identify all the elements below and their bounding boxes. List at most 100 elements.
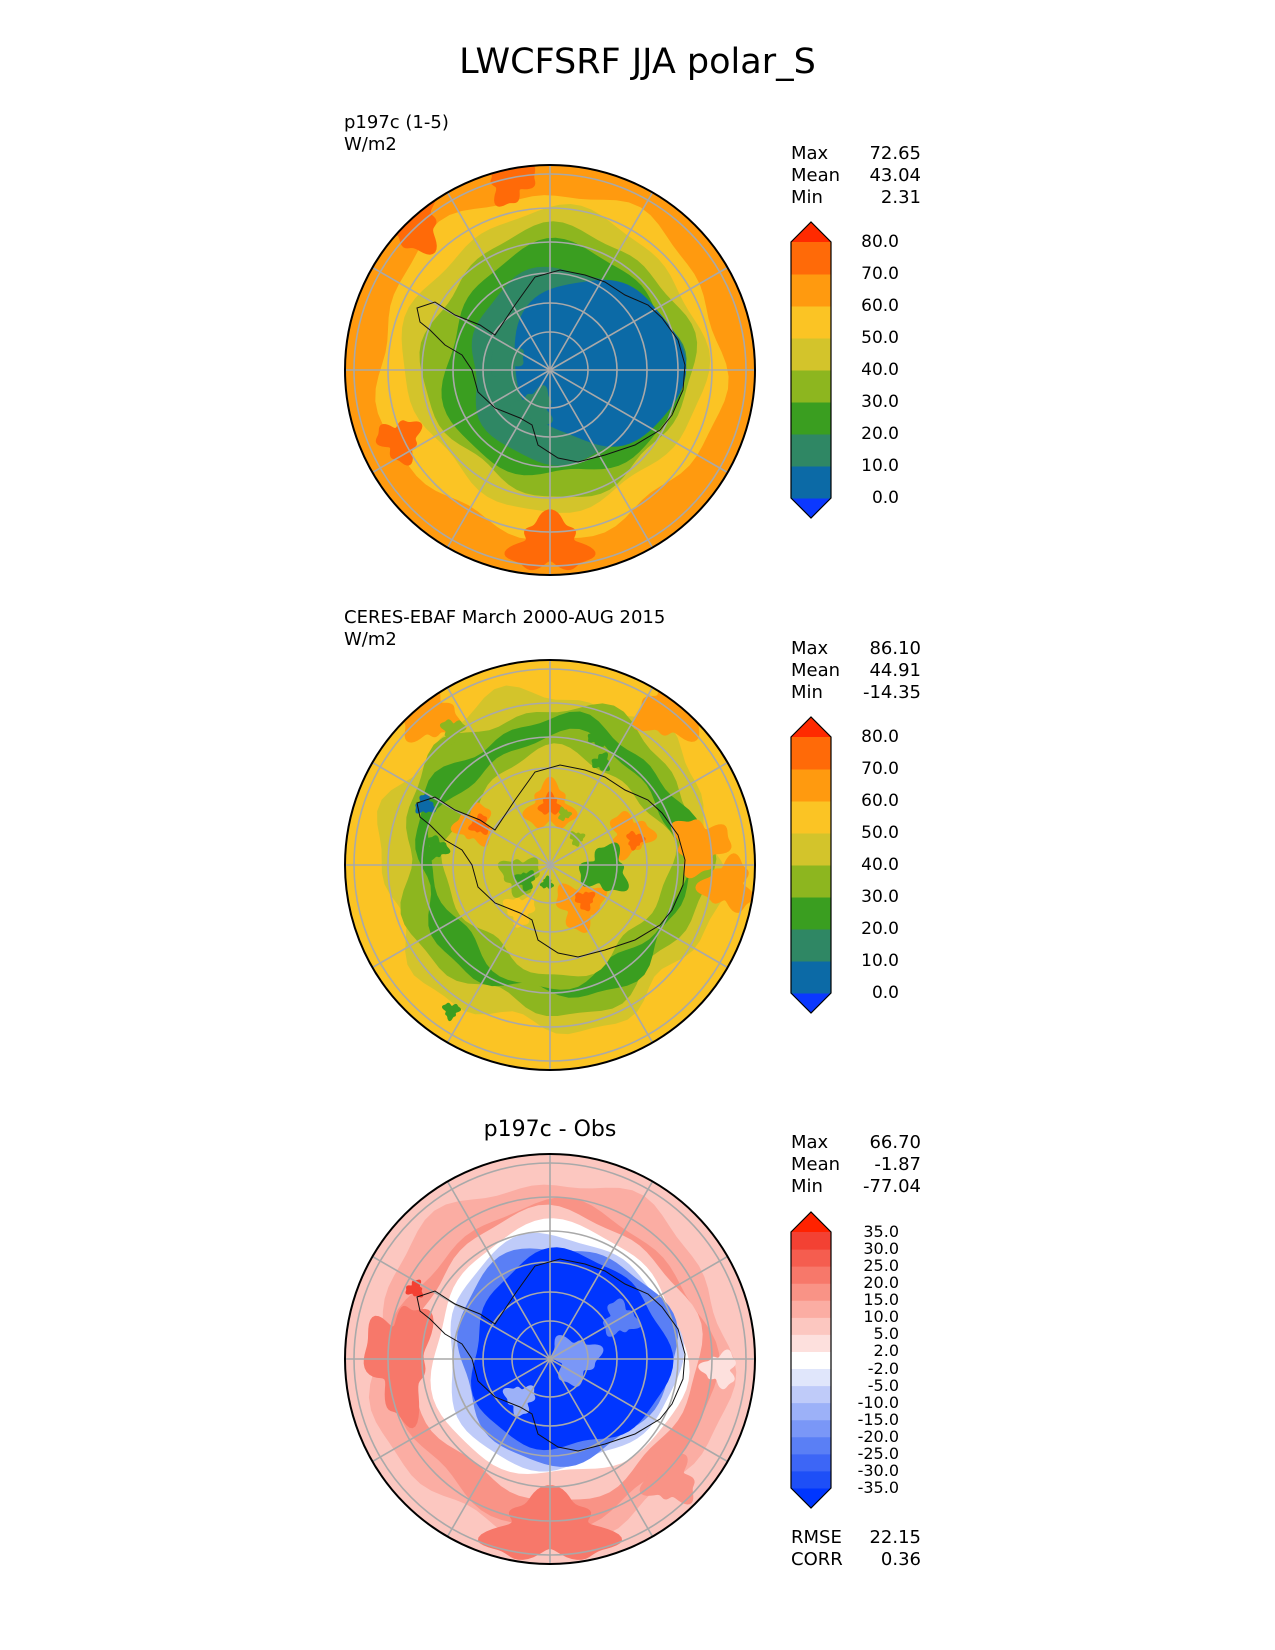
longitude-line (446, 1181, 551, 1360)
antarctica-coastline (416, 1258, 686, 1452)
contour-blob (439, 719, 467, 745)
longitude-line (372, 864, 551, 969)
contour-region (514, 280, 687, 447)
colorbar-swatch (791, 1317, 831, 1335)
colorbar-tick-label: 5.0 (873, 1324, 899, 1344)
stat-label: Min (791, 682, 823, 703)
colorbar-swatch (791, 1488, 831, 1508)
panel3-colorbar (790, 1211, 832, 1509)
colorbar-swatch (791, 1470, 831, 1489)
stat-label: Mean (791, 660, 841, 681)
colorbar-swatch (791, 993, 831, 1013)
colorbar-tick-label: -2.0 (867, 1358, 899, 1378)
colorbar-swatch (791, 1283, 831, 1301)
colorbar-tick-label: 50.0 (861, 328, 899, 348)
stat-label: Max (791, 143, 829, 164)
stat-value: -1.87 (874, 1154, 921, 1175)
graticule (345, 660, 755, 1070)
panel2-map (344, 659, 756, 1071)
colorbar-tick-label: 15.0 (863, 1290, 899, 1310)
longitude-line (549, 687, 654, 866)
colorbar-swatch (791, 1436, 831, 1455)
panel1-colorbar (790, 221, 832, 519)
colorbar-tick-label: 10.0 (861, 456, 899, 476)
colorbar-swatch (791, 242, 831, 275)
colorbar-tick-label: 30.0 (861, 887, 899, 907)
colorbar-swatch (791, 1266, 831, 1284)
contour-blob (363, 1305, 434, 1429)
colorbar-swatch (791, 1453, 831, 1472)
contour-blob (425, 835, 451, 861)
longitude-line (549, 864, 654, 1043)
contour-blob (670, 819, 732, 879)
colorbar-swatch (791, 1368, 831, 1387)
colorbar-swatch (791, 370, 831, 403)
colorbar-tick-label: 20.0 (861, 424, 899, 444)
contour-blob (525, 860, 539, 874)
colorbar-tick-label: 0.0 (871, 983, 899, 1003)
metric-value: 0.36 (880, 1549, 921, 1570)
colorbar-swatch (791, 961, 831, 994)
colorbar-tick-label: -10.0 (857, 1392, 899, 1412)
stat-value: 2.31 (880, 187, 921, 208)
contour-blob (552, 1335, 604, 1387)
panel2-title: CERES-EBAF March 2000-AUG 2015 W/m2 (344, 607, 665, 651)
colorbar-swatch (791, 769, 831, 802)
panel1-map (344, 164, 756, 576)
longitude-line (549, 1181, 654, 1360)
colorbar-swatch (791, 717, 831, 737)
colorbar-tick-label: 80.0 (861, 232, 899, 252)
antarctica-coastline (416, 269, 686, 463)
contour-blob (373, 186, 437, 255)
colorbar-tick-label: -15.0 (857, 1409, 899, 1429)
colorbar-tick-label: 2.0 (873, 1341, 899, 1361)
colorbar-tick-label: 40.0 (861, 855, 899, 875)
longitude-line (549, 192, 654, 371)
contour-blob (415, 793, 436, 814)
stat-label: Min (791, 1176, 823, 1197)
panel2-name: CERES-EBAF March 2000-AUG 2015 (344, 607, 666, 628)
stat-value: 72.65 (869, 143, 921, 164)
colorbar-tick-label: 30.0 (861, 392, 899, 412)
colorbar-swatch (791, 1232, 831, 1250)
panel1-colorbar-ticks: 80.0 70.0 60.0 50.0 40.0 30.0 20.0 10.0 0.0 (841, 222, 901, 518)
panel3-title: p197c - Obs (483, 1117, 617, 1142)
colorbar-tick-label: 60.0 (861, 296, 899, 316)
longitude-line (372, 266, 551, 371)
panel2-colorbar (790, 716, 832, 1014)
map-boundary (344, 1153, 756, 1565)
stat-value: 66.70 (869, 1132, 921, 1153)
longitude-line (549, 266, 728, 371)
colorbar-swatch (791, 498, 831, 518)
colorbar-swatch (791, 274, 831, 307)
longitude-line (446, 687, 551, 866)
colorbar-tick-label: 10.0 (863, 1307, 899, 1327)
metric-label: RMSE (791, 1527, 842, 1548)
figure-title: LWCFSRF JJA polar_S (459, 42, 816, 82)
colorbar-tick-label: 30.0 (863, 1239, 899, 1259)
colorbar-tick-label: 50.0 (861, 823, 899, 843)
colorbar-swatch (791, 1212, 831, 1232)
colorbar-tick-label: 0.0 (871, 488, 899, 508)
contour-blob (558, 806, 573, 822)
panel3-map (344, 1153, 756, 1565)
colorbar-tick-label: 40.0 (861, 360, 899, 380)
stat-value: -77.04 (862, 1176, 921, 1197)
metric-label: CORR (791, 1549, 843, 1570)
colorbar-tick-label: 10.0 (861, 951, 899, 971)
colorbar-swatch (791, 402, 831, 435)
stat-value: 43.04 (869, 165, 921, 186)
longitude-line (446, 1358, 551, 1537)
colorbar-tick-label: 35.0 (863, 1222, 899, 1241)
stat-value: -14.35 (862, 682, 921, 703)
colorbar-tick-label: 60.0 (861, 791, 899, 811)
longitude-line (549, 864, 728, 969)
colorbar-swatch (791, 737, 831, 770)
longitude-line (372, 1358, 551, 1463)
colorbar-tick-label: -25.0 (857, 1443, 899, 1463)
longitude-line (446, 369, 551, 548)
colorbar-tick-label: 70.0 (861, 264, 899, 284)
stat-label: Mean (791, 1154, 841, 1175)
panel1-units: W/m2 (344, 134, 397, 155)
colorbar-swatch (791, 1351, 831, 1370)
